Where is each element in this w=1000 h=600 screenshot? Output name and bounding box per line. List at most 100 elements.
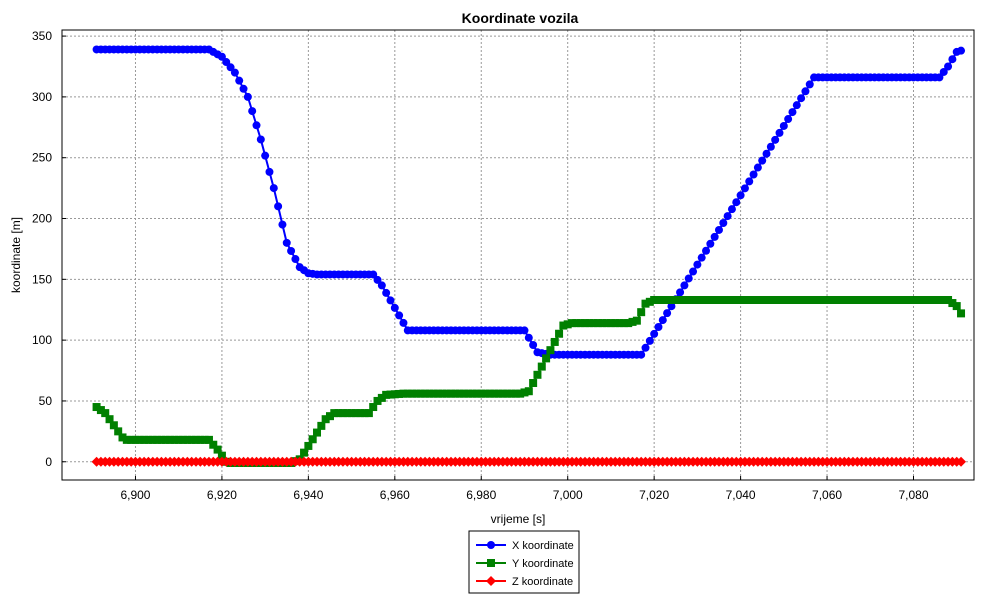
data-point-y-koordinate (114, 427, 123, 436)
data-point-y-koordinate (191, 435, 200, 444)
data-point-x-koordinate (265, 167, 274, 176)
data-point-y-koordinate (179, 435, 188, 444)
data-point-x-koordinate (935, 73, 944, 82)
data-point-y-koordinate (511, 389, 520, 398)
data-point-y-koordinate (153, 435, 162, 444)
data-point-x-koordinate (269, 184, 278, 193)
data-point-y-koordinate (140, 435, 149, 444)
y-tick-label: 250 (32, 151, 52, 165)
data-point-y-koordinate (922, 296, 931, 304)
data-point-y-koordinate (429, 389, 438, 398)
data-point-y-koordinate (892, 296, 901, 304)
data-point-x-koordinate (252, 121, 261, 130)
data-point-x-koordinate (287, 246, 296, 255)
x-axis-label: vrijeme [s] (491, 512, 546, 526)
legend: X koordinate Y koordinate Z koordinate (468, 530, 580, 594)
data-point-y-koordinate (425, 389, 434, 398)
tick-layer: 6,900 6,920 6,940 6,960 6,980 7,000 7,020 7,040… (32, 29, 929, 502)
data-point-x-koordinate (235, 76, 244, 85)
data-point-y-koordinate (693, 296, 702, 304)
legend-marker-z-koordinate (486, 576, 496, 586)
data-point-y-koordinate (434, 389, 443, 398)
data-point-y-koordinate (524, 387, 533, 396)
data-point-y-koordinate (792, 296, 801, 304)
legend-marker-x-koordinate (487, 541, 495, 549)
data-point-y-koordinate (459, 389, 468, 398)
data-point-y-koordinate (447, 389, 456, 398)
data-point-y-koordinate (771, 296, 780, 304)
data-point-y-koordinate (386, 390, 395, 399)
data-point-y-koordinate (680, 296, 689, 304)
data-point-y-koordinate (944, 296, 953, 304)
data-point-x-koordinate (658, 316, 667, 325)
data-point-y-koordinate (615, 319, 624, 328)
data-point-x-koordinate (256, 135, 265, 144)
data-point-y-koordinate (818, 296, 827, 304)
data-point-y-koordinate (568, 319, 577, 328)
data-point-y-koordinate (585, 319, 594, 328)
data-point-y-koordinate (853, 296, 862, 304)
data-point-x-koordinate (390, 303, 399, 312)
data-point-x-koordinate (520, 326, 529, 335)
data-point-y-koordinate (304, 441, 313, 450)
data-point-y-koordinate (645, 297, 654, 306)
data-point-y-koordinate (732, 296, 741, 304)
data-point-x-koordinate (226, 63, 235, 72)
data-point-y-koordinate (805, 296, 814, 304)
data-point-y-koordinate (105, 415, 114, 424)
x-tick-label: 6,900 (120, 488, 150, 502)
data-point-y-koordinate (957, 309, 966, 318)
data-point-y-koordinate (788, 296, 797, 304)
data-point-x-koordinate (714, 225, 723, 234)
data-point-y-koordinate (196, 435, 205, 444)
data-point-x-koordinate (261, 151, 270, 160)
data-point-x-koordinate (762, 149, 771, 158)
data-point-y-koordinate (900, 296, 909, 304)
data-point-x-koordinate (745, 177, 754, 186)
data-point-y-koordinate (360, 409, 369, 418)
data-point-y-koordinate (377, 393, 386, 402)
x-tick-label: 6,960 (380, 488, 410, 502)
data-point-x-koordinate (667, 302, 676, 311)
data-point-x-koordinate (749, 170, 758, 179)
data-point-y-koordinate (321, 415, 330, 424)
legend-label-y-koordinate: Y koordinate (512, 558, 574, 570)
data-point-y-koordinate (706, 296, 715, 304)
data-point-x-koordinate (650, 329, 659, 338)
data-point-y-koordinate (477, 389, 486, 398)
data-point-x-koordinate (801, 87, 810, 96)
plot-frame (61, 29, 975, 481)
data-point-y-koordinate (550, 337, 559, 346)
data-point-y-koordinate (537, 362, 546, 371)
data-point-y-koordinate (464, 389, 473, 398)
data-point-x-koordinate (719, 219, 728, 228)
data-point-y-koordinate (667, 296, 676, 304)
data-point-y-koordinate (727, 296, 736, 304)
data-point-y-koordinate (468, 389, 477, 398)
data-point-y-koordinate (762, 296, 771, 304)
data-point-y-koordinate (702, 296, 711, 304)
data-point-y-koordinate (654, 296, 663, 304)
data-point-x-koordinate (230, 68, 239, 77)
data-point-y-koordinate (779, 296, 788, 304)
x-tick-label: 7,060 (812, 488, 842, 502)
data-point-y-koordinate (200, 435, 209, 444)
data-point-x-koordinate (382, 288, 391, 297)
data-point-x-koordinate (243, 92, 252, 101)
series-layer (91, 45, 967, 467)
data-point-x-koordinate (706, 239, 715, 248)
data-point-y-koordinate (598, 319, 607, 328)
x-tick-label: 7,000 (553, 488, 583, 502)
data-point-x-koordinate (663, 309, 672, 318)
data-point-x-koordinate (775, 128, 784, 137)
data-point-z-koordinate (956, 456, 967, 467)
data-point-y-koordinate (589, 319, 598, 328)
data-point-x-koordinate (732, 198, 741, 207)
data-point-y-koordinate (101, 409, 110, 418)
data-point-y-koordinate (576, 319, 585, 328)
data-point-x-koordinate (710, 232, 719, 241)
data-point-y-koordinate (421, 389, 430, 398)
data-point-y-koordinate (334, 409, 343, 418)
data-point-y-koordinate (472, 389, 481, 398)
